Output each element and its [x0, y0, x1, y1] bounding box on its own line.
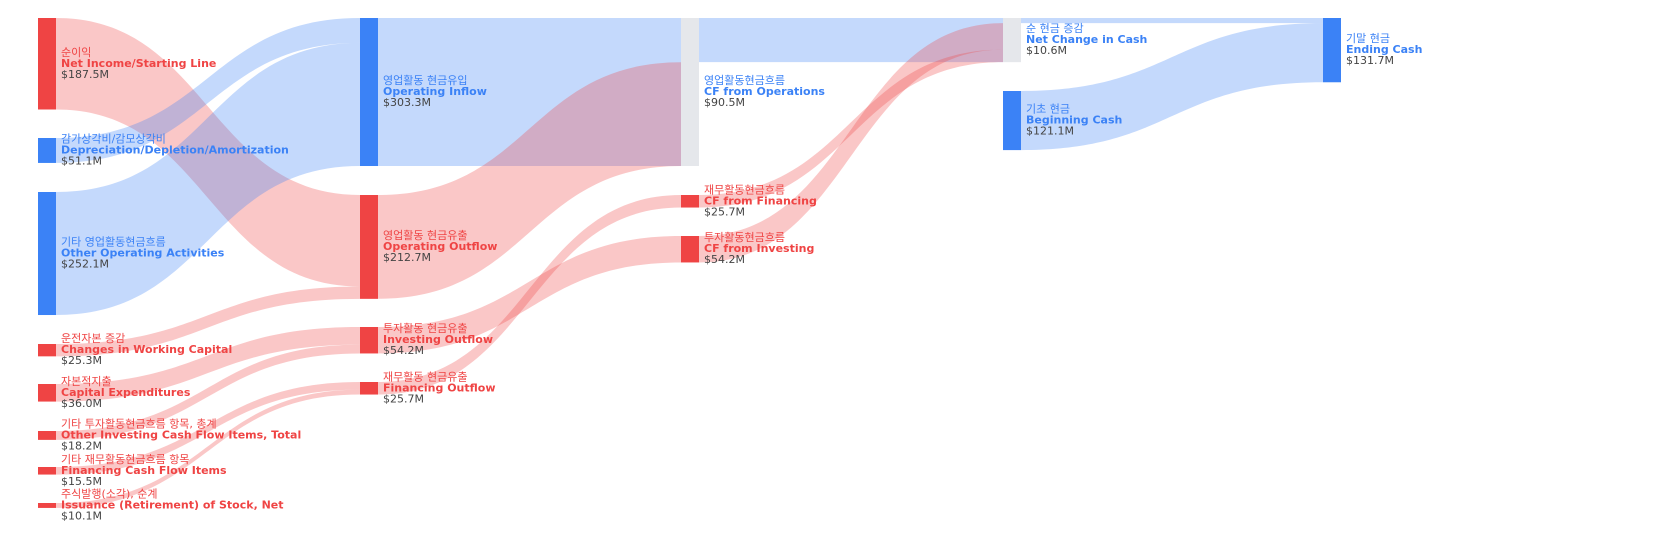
node-label-ko: 투자활동 현금유출 [383, 321, 467, 335]
node [38, 384, 56, 402]
node-label-en: Financing Outflow [383, 381, 496, 394]
node-label-en: Other Operating Activities [61, 247, 225, 260]
node-value: $18.2M [61, 439, 102, 452]
node [38, 18, 56, 110]
flow-link [378, 18, 681, 167]
flow-link [378, 62, 681, 299]
node-value: $54.2M [383, 344, 424, 357]
node-label-ko: 기타 영업활동현금흐름 [61, 235, 166, 249]
node-value: $10.1M [61, 509, 102, 522]
node [38, 503, 56, 508]
node [38, 344, 56, 357]
node-label-ko: 영업활동 현금유입 [383, 73, 467, 87]
flow-link [699, 23, 1003, 263]
node-label-en: Net Change in Cash [1026, 33, 1147, 46]
node-label-ko: 기초 현금 [1026, 103, 1070, 116]
node-label-ko: 감가상각비/감모상각비 [61, 132, 166, 145]
flow-link [56, 382, 360, 475]
node-label-en: Depreciation/Depletion/Amortization [61, 143, 289, 156]
node [38, 138, 56, 163]
flow-link [56, 286, 360, 357]
node [38, 192, 56, 316]
node-value: $15.5M [61, 475, 102, 488]
node [681, 236, 699, 263]
node-label-ko: 순이익 [61, 46, 91, 59]
node-label-en: Ending Cash [1346, 43, 1422, 56]
flow-link [699, 49, 1003, 208]
node-label-ko: 운전자본 증감 [61, 332, 125, 345]
node-label-ko: 재무활동현금흐름 [704, 182, 785, 196]
node-label-en: Beginning Cash [1026, 114, 1122, 127]
node [360, 327, 378, 354]
flow-link [56, 327, 360, 402]
node-label-en: CF from Financing [704, 194, 817, 207]
node-value: $54.2M [704, 253, 745, 266]
node-label-ko: 자본적지출 [61, 375, 112, 388]
node-label-ko: 순 현금 증감 [1026, 22, 1084, 35]
node-value: $90.5M [704, 96, 745, 109]
node-value: $187.5M [61, 68, 109, 81]
node-label-ko: 영업활동현금흐름 [704, 73, 785, 87]
node-label-en: CF from Investing [704, 242, 814, 255]
node-label-en: Capital Expenditures [61, 386, 191, 399]
node-value: $303.3M [383, 96, 431, 109]
node [360, 18, 378, 167]
flow-link [56, 42, 360, 316]
node-value: $25.7M [704, 205, 745, 218]
flow-link [56, 389, 360, 508]
node-label-ko: 투자활동현금흐름 [704, 230, 785, 244]
node-label-en: Operating Inflow [383, 85, 487, 98]
node-label-ko: 재무활동 현금유출 [383, 369, 467, 383]
node-value: $131.7M [1346, 54, 1394, 67]
node-value: $252.1M [61, 258, 109, 271]
node-value: $51.1M [61, 154, 102, 167]
node [360, 195, 378, 299]
node-value: $121.1M [1026, 125, 1074, 138]
node [681, 195, 699, 208]
flow-link [1021, 18, 1323, 24]
flow-link [699, 18, 1003, 63]
node-label-ko: 주식발행(소각), 순계 [61, 487, 158, 500]
flow-link [1021, 23, 1323, 151]
node-label-en: Net Income/Starting Line [61, 57, 216, 70]
node-label-ko: 영업활동 현금유출 [383, 228, 467, 242]
node-label-en: Investing Outflow [383, 333, 493, 346]
node-label-en: Changes in Working Capital [61, 343, 232, 356]
node-label-en: Issuance (Retirement) of Stock, Net [61, 498, 284, 511]
node-label-en: Operating Outflow [383, 240, 497, 253]
node [360, 382, 378, 395]
node [681, 18, 699, 167]
flow-link [378, 236, 681, 354]
node-label-ko: 기타 재무활동현금흐름 항목 [61, 452, 189, 466]
flow-link [378, 195, 681, 395]
node [1003, 91, 1021, 151]
flow-link [56, 344, 360, 440]
node [1003, 18, 1021, 63]
node-label-ko: 기타 투자활동현금흐름 항목, 총계 [61, 416, 217, 430]
node-value: $212.7M [383, 251, 431, 264]
node-label-en: Other Investing Cash Flow Items, Total [61, 428, 301, 441]
node [38, 431, 56, 440]
node [38, 467, 56, 475]
node-label-ko: 기말 현금 [1346, 32, 1390, 45]
node [1323, 18, 1341, 83]
flow-link [56, 18, 360, 163]
node-value: $25.7M [383, 392, 424, 405]
node-label-en: Financing Cash Flow Items [61, 464, 227, 477]
flow-link [56, 18, 360, 287]
node-value: $36.0M [61, 397, 102, 410]
node-value: $10.6M [1026, 44, 1067, 57]
node-label-en: CF from Operations [704, 85, 825, 98]
node-value: $25.3M [61, 354, 102, 367]
